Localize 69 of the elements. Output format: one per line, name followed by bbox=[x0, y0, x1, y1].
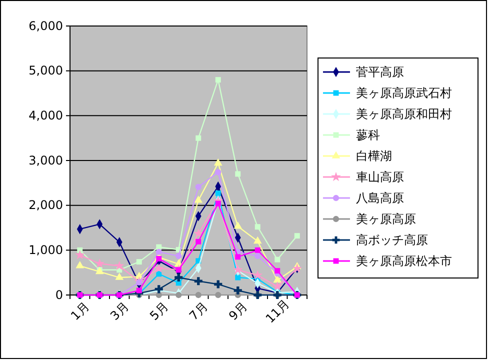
point bbox=[235, 171, 241, 177]
point bbox=[196, 135, 202, 141]
y-tick-label: 3,000 bbox=[28, 153, 63, 168]
point bbox=[215, 292, 222, 298]
point bbox=[136, 288, 142, 294]
point bbox=[272, 281, 282, 291]
legend-label: 八島高原 bbox=[356, 191, 404, 206]
point bbox=[294, 233, 300, 239]
point bbox=[194, 277, 202, 286]
point bbox=[193, 228, 204, 238]
point bbox=[194, 196, 203, 203]
x-tick-label: 11月 bbox=[262, 296, 292, 326]
point bbox=[215, 190, 221, 196]
point bbox=[156, 256, 162, 262]
point bbox=[136, 259, 142, 265]
point bbox=[252, 270, 263, 280]
point bbox=[254, 247, 260, 253]
point bbox=[254, 252, 261, 260]
point bbox=[154, 263, 164, 273]
point bbox=[235, 254, 241, 260]
x-tick-label: 3月 bbox=[108, 299, 132, 324]
point bbox=[115, 272, 124, 280]
point bbox=[156, 271, 162, 277]
x-tick-label: 1月 bbox=[68, 299, 92, 324]
x-tick-label: 9月 bbox=[226, 299, 250, 324]
point bbox=[215, 200, 221, 206]
legend-label: 菅平高原 bbox=[356, 65, 404, 80]
point bbox=[234, 286, 242, 295]
point bbox=[74, 250, 85, 260]
point bbox=[176, 252, 182, 260]
y-tick-label: 2,000 bbox=[28, 198, 63, 212]
legend-label: 高ボッチ高原 bbox=[356, 233, 428, 248]
y-tick-label: 4,000 bbox=[28, 108, 63, 123]
point bbox=[156, 292, 162, 298]
point bbox=[215, 169, 222, 176]
point bbox=[234, 222, 242, 229]
point bbox=[176, 292, 182, 298]
legend-label: 美ヶ原高原松本市 bbox=[356, 254, 452, 268]
point bbox=[77, 247, 83, 253]
point bbox=[214, 280, 222, 288]
point bbox=[94, 258, 105, 268]
legend-label: 美ヶ原高原和田村 bbox=[356, 107, 452, 122]
x-tick-label: 7月 bbox=[186, 299, 210, 324]
x-tick-label: 5月 bbox=[147, 299, 171, 324]
legend-label: 美ヶ原高原 bbox=[356, 212, 416, 226]
point bbox=[195, 292, 202, 298]
point bbox=[274, 268, 280, 274]
legend-label: 美ヶ原高原武石村 bbox=[356, 86, 452, 100]
y-tick-label: 0 bbox=[55, 288, 63, 302]
point bbox=[156, 248, 162, 256]
point bbox=[235, 274, 241, 280]
y-tick-label: 1,000 bbox=[28, 243, 63, 258]
y-tick-label: 5,000 bbox=[28, 64, 63, 78]
point bbox=[254, 224, 260, 230]
legend-label: 車山高原 bbox=[356, 170, 404, 184]
point bbox=[253, 236, 262, 244]
point bbox=[76, 261, 84, 268]
point bbox=[196, 238, 202, 244]
point bbox=[214, 158, 222, 166]
point bbox=[215, 77, 221, 83]
point bbox=[154, 285, 163, 294]
point bbox=[174, 273, 183, 282]
point bbox=[136, 279, 142, 286]
point bbox=[195, 184, 202, 190]
legend-label: 白樺湖 bbox=[356, 149, 392, 164]
point bbox=[114, 260, 124, 270]
point bbox=[274, 256, 280, 262]
legend-label: 蓼科 bbox=[356, 128, 380, 142]
y-tick-label: 6,000 bbox=[28, 18, 63, 33]
